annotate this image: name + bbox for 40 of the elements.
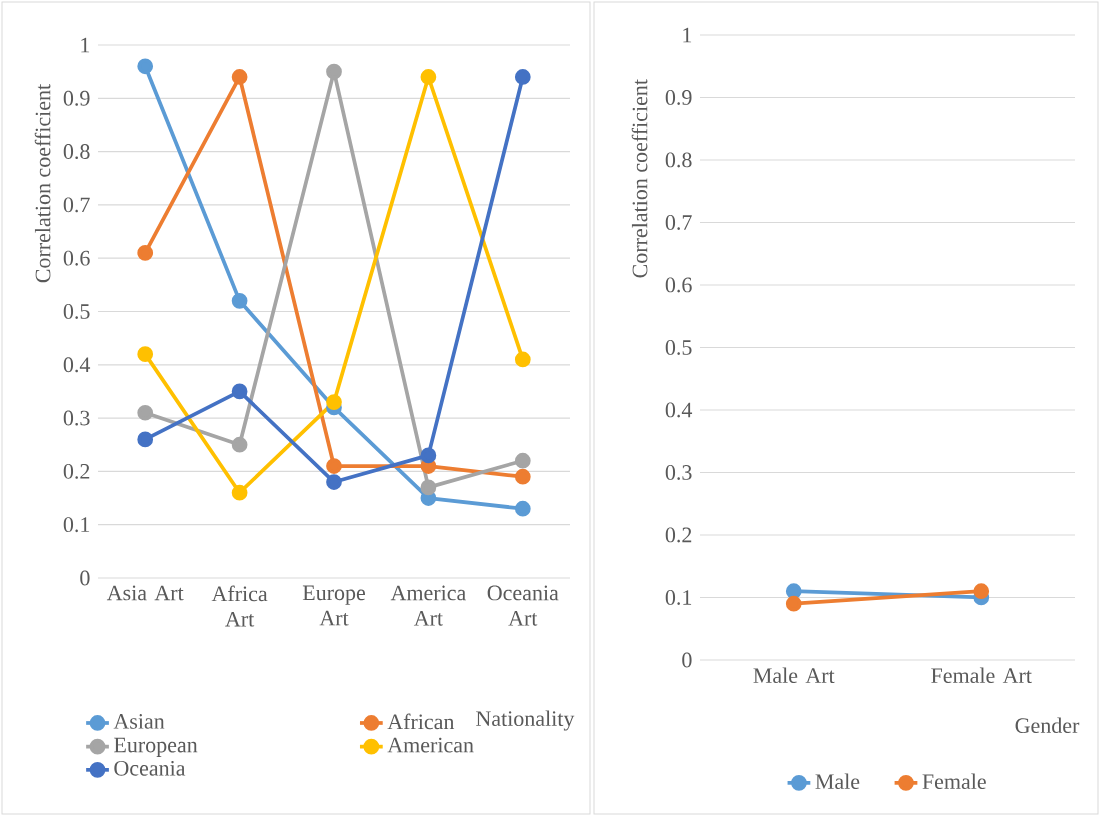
x-axis-title: Nationality: [476, 710, 575, 731]
y-tick-label: 1: [683, 27, 692, 43]
y-tick-label: 0.5: [665, 340, 692, 355]
y-axis-title: Correlation coefficient: [34, 83, 51, 283]
y-tick-label: 0.4: [665, 402, 693, 418]
y-tick-label: 0: [682, 652, 692, 668]
x-tick-label: America Art: [390, 585, 466, 626]
legend-label: Asian: [113, 714, 165, 729]
y-tick-label: 0.7: [665, 215, 692, 230]
legend-label: Male: [815, 773, 860, 790]
y-tick-label: 0.7: [63, 197, 90, 213]
x-tick-label: Female Art: [931, 667, 1032, 684]
y-tick-label: 0.8: [665, 152, 692, 168]
y-tick-label: 0.6: [665, 277, 692, 293]
x-tick-label: Asia Art: [106, 585, 184, 601]
legend-label: European: [114, 737, 198, 757]
y-tick-label: 0.9: [665, 90, 692, 105]
x-axis-title: Gender: [1015, 717, 1080, 734]
x-tick-label: Europe Art: [302, 585, 365, 626]
y-tick-label: 0.9: [63, 90, 90, 106]
y-tick-label: 0.2: [665, 527, 692, 543]
y-tick-label: 0.4: [63, 357, 91, 373]
legend-label: African: [387, 713, 455, 730]
y-tick-label: 0.6: [63, 250, 90, 266]
legend-label: Female: [922, 773, 986, 790]
y-tick-label: 0.8: [63, 144, 90, 160]
y-tick-label: 0.3: [63, 410, 90, 426]
y-tick-label: 0.1: [63, 517, 90, 533]
y-tick-label: 1: [81, 37, 90, 53]
x-tick-label: Oceania Art: [487, 585, 559, 626]
y-tick-label: 0.3: [665, 465, 692, 480]
y-tick-label: 0.2: [63, 463, 90, 479]
x-tick-label: Male Art: [753, 667, 835, 684]
y-tick-label: 0.1: [665, 590, 692, 605]
x-tick-label: Africa Art: [211, 585, 268, 627]
legend-label: Oceania: [114, 760, 186, 776]
y-tick-label: 0: [80, 570, 90, 586]
y-axis-title: Correlation coefficient: [631, 79, 648, 278]
legend-label: American: [387, 737, 474, 753]
y-tick-label: 0.5: [63, 304, 90, 319]
